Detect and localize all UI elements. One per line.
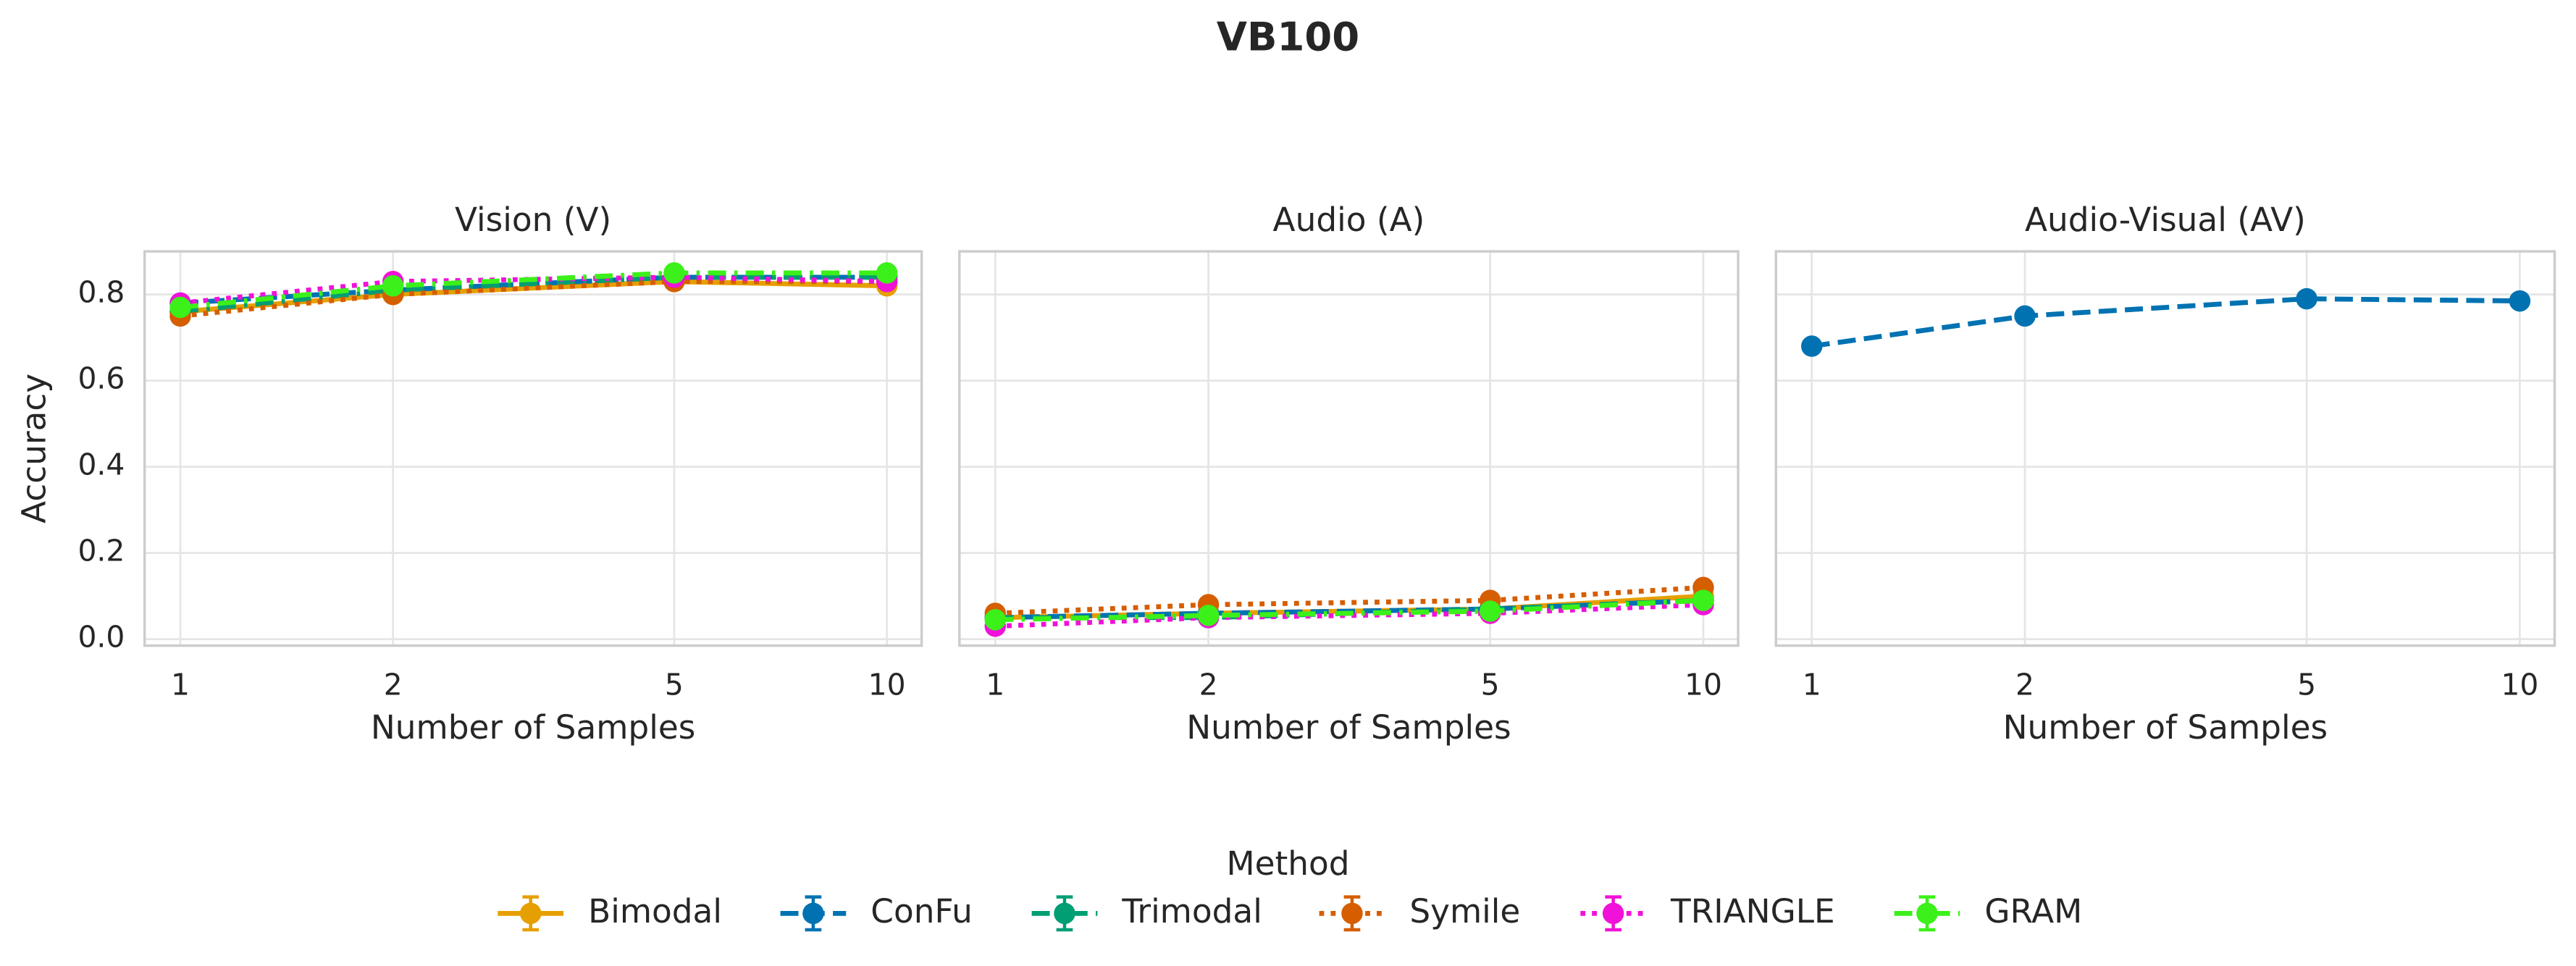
marker <box>2509 290 2531 312</box>
legend-label: ConFu <box>870 892 973 931</box>
x-tick-label: 10 <box>2501 667 2538 702</box>
x-tick-label: 2 <box>2015 667 2034 702</box>
x-tick-label: 5 <box>1481 667 1500 702</box>
y-tick-label: 0.2 <box>77 534 125 568</box>
y-tick-label: 0.6 <box>77 361 125 396</box>
x-tick-label: 1 <box>986 667 1004 702</box>
marker <box>1800 335 1823 357</box>
legend-title: Method <box>1226 844 1349 883</box>
y-tick-label: 0.0 <box>77 620 125 655</box>
plot-area <box>144 251 922 646</box>
legend-marker <box>519 902 542 925</box>
x-axis-label: Number of Samples <box>371 708 695 747</box>
marker <box>984 609 1007 631</box>
marker <box>382 274 404 297</box>
legend-label: TRIANGLE <box>1670 892 1835 931</box>
axes-frame <box>1774 250 2556 647</box>
legend-marker <box>1054 902 1075 925</box>
axes-frame <box>143 250 923 647</box>
marker <box>663 262 685 284</box>
series-line <box>1811 296 2520 349</box>
legend-marker <box>1916 902 1938 925</box>
series-line <box>180 274 887 306</box>
x-tick-label: 5 <box>2297 667 2316 702</box>
legend-label: GRAM <box>1984 892 2082 931</box>
x-axis-label: Number of Samples <box>1186 708 1511 747</box>
marker <box>876 262 898 284</box>
legend-marker <box>1341 902 1363 925</box>
marker <box>169 296 191 319</box>
subplot-title: Vision (V) <box>455 201 611 239</box>
subplot-title: Audio-Visual (AV) <box>2025 201 2306 239</box>
marker <box>1479 600 1501 622</box>
plot-area <box>1776 251 2555 646</box>
subplot-title: Audio (A) <box>1273 201 1425 239</box>
marker <box>2014 305 2036 327</box>
x-tick-label: 10 <box>1685 667 1722 702</box>
x-tick-label: 10 <box>868 667 906 702</box>
x-tick-label: 2 <box>384 667 403 702</box>
legend-label: Bimodal <box>588 892 722 931</box>
axes-frame <box>958 250 1740 647</box>
marker <box>2296 287 2317 310</box>
series-line <box>995 597 1704 623</box>
x-tick-label: 2 <box>1199 667 1218 702</box>
x-tick-label: 1 <box>171 667 190 702</box>
y-tick-label: 0.4 <box>77 448 125 482</box>
y-axis-label: Accuracy <box>14 374 53 524</box>
series-line <box>995 584 1704 616</box>
legend-label: Symile <box>1409 892 1520 931</box>
series-line <box>180 270 887 310</box>
legend-marker <box>802 902 824 925</box>
x-tick-label: 1 <box>1803 667 1821 702</box>
y-tick-label: 0.8 <box>77 275 125 310</box>
x-axis-label: Number of Samples <box>2003 708 2328 747</box>
figure-title: VB100 <box>1217 14 1359 60</box>
x-tick-label: 5 <box>665 667 684 702</box>
legend-label: Trimodal <box>1121 892 1262 931</box>
plot-area <box>959 251 1739 646</box>
series-line <box>995 602 1704 629</box>
marker <box>1197 605 1220 626</box>
series-line <box>180 274 887 314</box>
marker <box>1692 589 1714 611</box>
legend-marker <box>1602 902 1624 925</box>
